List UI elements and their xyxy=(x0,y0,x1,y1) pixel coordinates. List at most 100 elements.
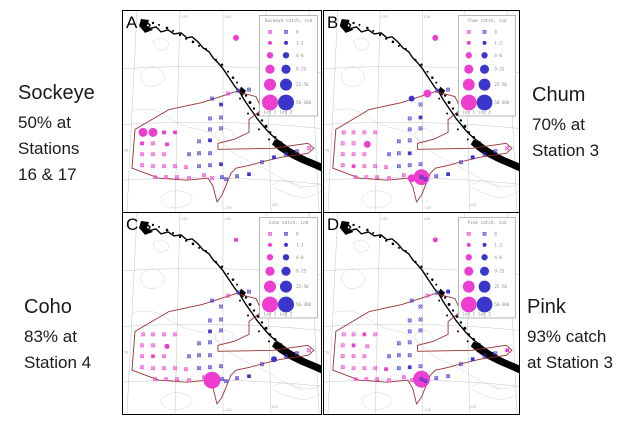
species-name: Sockeye xyxy=(18,82,95,104)
caption-line: 50% at xyxy=(18,113,71,132)
legend-bin-label: 25-50 xyxy=(296,82,309,87)
legend-bin-label: 4-8 xyxy=(494,53,502,58)
survey-area-polygon xyxy=(332,91,513,203)
panel-letter: C xyxy=(126,215,138,234)
longitude-label: -125 xyxy=(269,203,278,207)
caption-line: Station 3 xyxy=(532,141,600,160)
species-name: Chum xyxy=(532,84,586,106)
legend: Sockeye catch, ind 0 1-3 4-8 9-25 25-50 50-300… xyxy=(259,15,318,117)
legend-title: Coho catch, ind xyxy=(269,220,309,226)
legend-title: Sockeye catch, ind xyxy=(265,18,313,24)
catch-bubbles xyxy=(138,34,276,176)
legend-leg2-label: Leg 2 xyxy=(478,311,491,316)
legend-leg1-label: Leg 1 xyxy=(264,110,277,115)
latitude-label: 50 xyxy=(124,350,128,354)
legend-bin-label: 9-25 xyxy=(494,269,504,274)
caption-coho: Coho 83% at Station 4 xyxy=(24,296,128,376)
catch-bubbles xyxy=(351,34,475,186)
survey-area-polygon xyxy=(131,293,315,405)
panel-letter: B xyxy=(327,13,338,32)
caption-pink: Pink 93% catch at Station 3 xyxy=(527,296,639,376)
longitude-label: -130 xyxy=(422,15,431,19)
caption-line: at Station 3 xyxy=(527,353,614,372)
panel-letter: D xyxy=(327,215,339,234)
legend: Coho catch, ind01-34-89-2525-5050-300Leg… xyxy=(259,217,318,319)
longitude-label: -130 xyxy=(422,408,431,412)
legend-bin-label: 0 xyxy=(494,231,497,236)
caption-sockeye: Sockeye 50% at Stations 16 & 17 xyxy=(18,82,122,188)
legend-bin-label: 9-25 xyxy=(296,269,307,274)
longitude-label: -130 xyxy=(422,206,431,210)
legend-bin-label: 50-300 xyxy=(494,100,509,105)
legend-bin-label: 50-300 xyxy=(296,302,312,307)
caption-line: 83% at xyxy=(24,327,77,346)
stations-layer xyxy=(140,238,311,384)
legend: Chum catch, ind01-34-89-2525-5050-300Leg… xyxy=(458,15,516,117)
legend-title: Pink catch, ind xyxy=(467,220,506,226)
stations-layer xyxy=(340,36,510,182)
longitude-label: -125 xyxy=(269,405,278,409)
legend-bin-label: 4-8 xyxy=(494,255,502,260)
longitude-label: -135 xyxy=(379,15,388,19)
caption-line: Station 4 xyxy=(24,353,92,372)
caption-line: 70% at xyxy=(532,115,585,134)
legend-bin-label: 25-50 xyxy=(494,82,507,87)
survey-area-polygon xyxy=(131,91,315,203)
stations-layer xyxy=(340,238,510,384)
legend-bin-label: 1-3 xyxy=(494,40,502,45)
species-name: Pink xyxy=(527,296,566,318)
longitude-label: -130 xyxy=(223,408,232,412)
legend-bin-label: 0 xyxy=(296,29,299,34)
legend-bin-label: 1-3 xyxy=(296,242,304,247)
stations-layer xyxy=(140,36,311,182)
legend-leg1-label: Leg 1 xyxy=(264,312,277,317)
legend-bin-label: 25-50 xyxy=(296,284,309,289)
longitude-label: -130 xyxy=(222,217,231,221)
longitude-label: -130 xyxy=(422,217,431,221)
longitude-label: -125 xyxy=(468,203,477,207)
legend-bin-label: 0 xyxy=(296,231,299,236)
legend-title: Chum catch, ind xyxy=(467,18,506,24)
legend-leg1-label: Leg 1 xyxy=(463,109,476,114)
legend-leg1-label: Leg 1 xyxy=(463,311,476,316)
longitude-label: -135 xyxy=(179,217,188,221)
caption-chum: Chum 70% at Station 3 xyxy=(532,84,638,164)
legend: Pink catch, ind01-34-89-2525-5050-300Leg… xyxy=(458,217,516,319)
caption-line: 16 & 17 xyxy=(18,165,77,184)
longitude-label: -130 xyxy=(223,206,232,210)
survey-area-polygon xyxy=(332,293,513,405)
legend-leg2-label: Leg 2 xyxy=(280,312,293,317)
longitude-label: -125 xyxy=(468,405,477,409)
latitude-label: 50 xyxy=(124,148,128,152)
legend-bin-label: 4-8 xyxy=(296,53,304,58)
panel-letter: A xyxy=(126,13,138,32)
legend-bin-label: 0 xyxy=(494,29,497,34)
species-name: Coho xyxy=(24,296,72,318)
caption-line: 93% catch xyxy=(527,327,607,346)
legend-bin-label: 9-25 xyxy=(296,67,307,72)
legend-bin-label: 25-50 xyxy=(494,284,507,289)
longitude-label: -135 xyxy=(179,15,188,19)
legend-bin-label: 4-8 xyxy=(296,255,304,260)
latitude-label: 50 xyxy=(325,148,329,152)
legend-bin-label: 9-25 xyxy=(494,67,504,72)
legend-bin-label: 50-300 xyxy=(296,100,312,105)
caption-line: Stations xyxy=(18,139,80,158)
legend-bin-label: 1-3 xyxy=(494,242,502,247)
legend-leg2-label: Leg 2 xyxy=(478,109,491,114)
legend-leg2-label: Leg 2 xyxy=(280,110,293,115)
latitude-label: 50 xyxy=(325,350,329,354)
legend-bin-label: 50-300 xyxy=(494,302,509,307)
longitude-label: -130 xyxy=(222,15,231,19)
longitude-label: -135 xyxy=(379,217,388,221)
legend-bin-label: 1-3 xyxy=(296,40,304,45)
